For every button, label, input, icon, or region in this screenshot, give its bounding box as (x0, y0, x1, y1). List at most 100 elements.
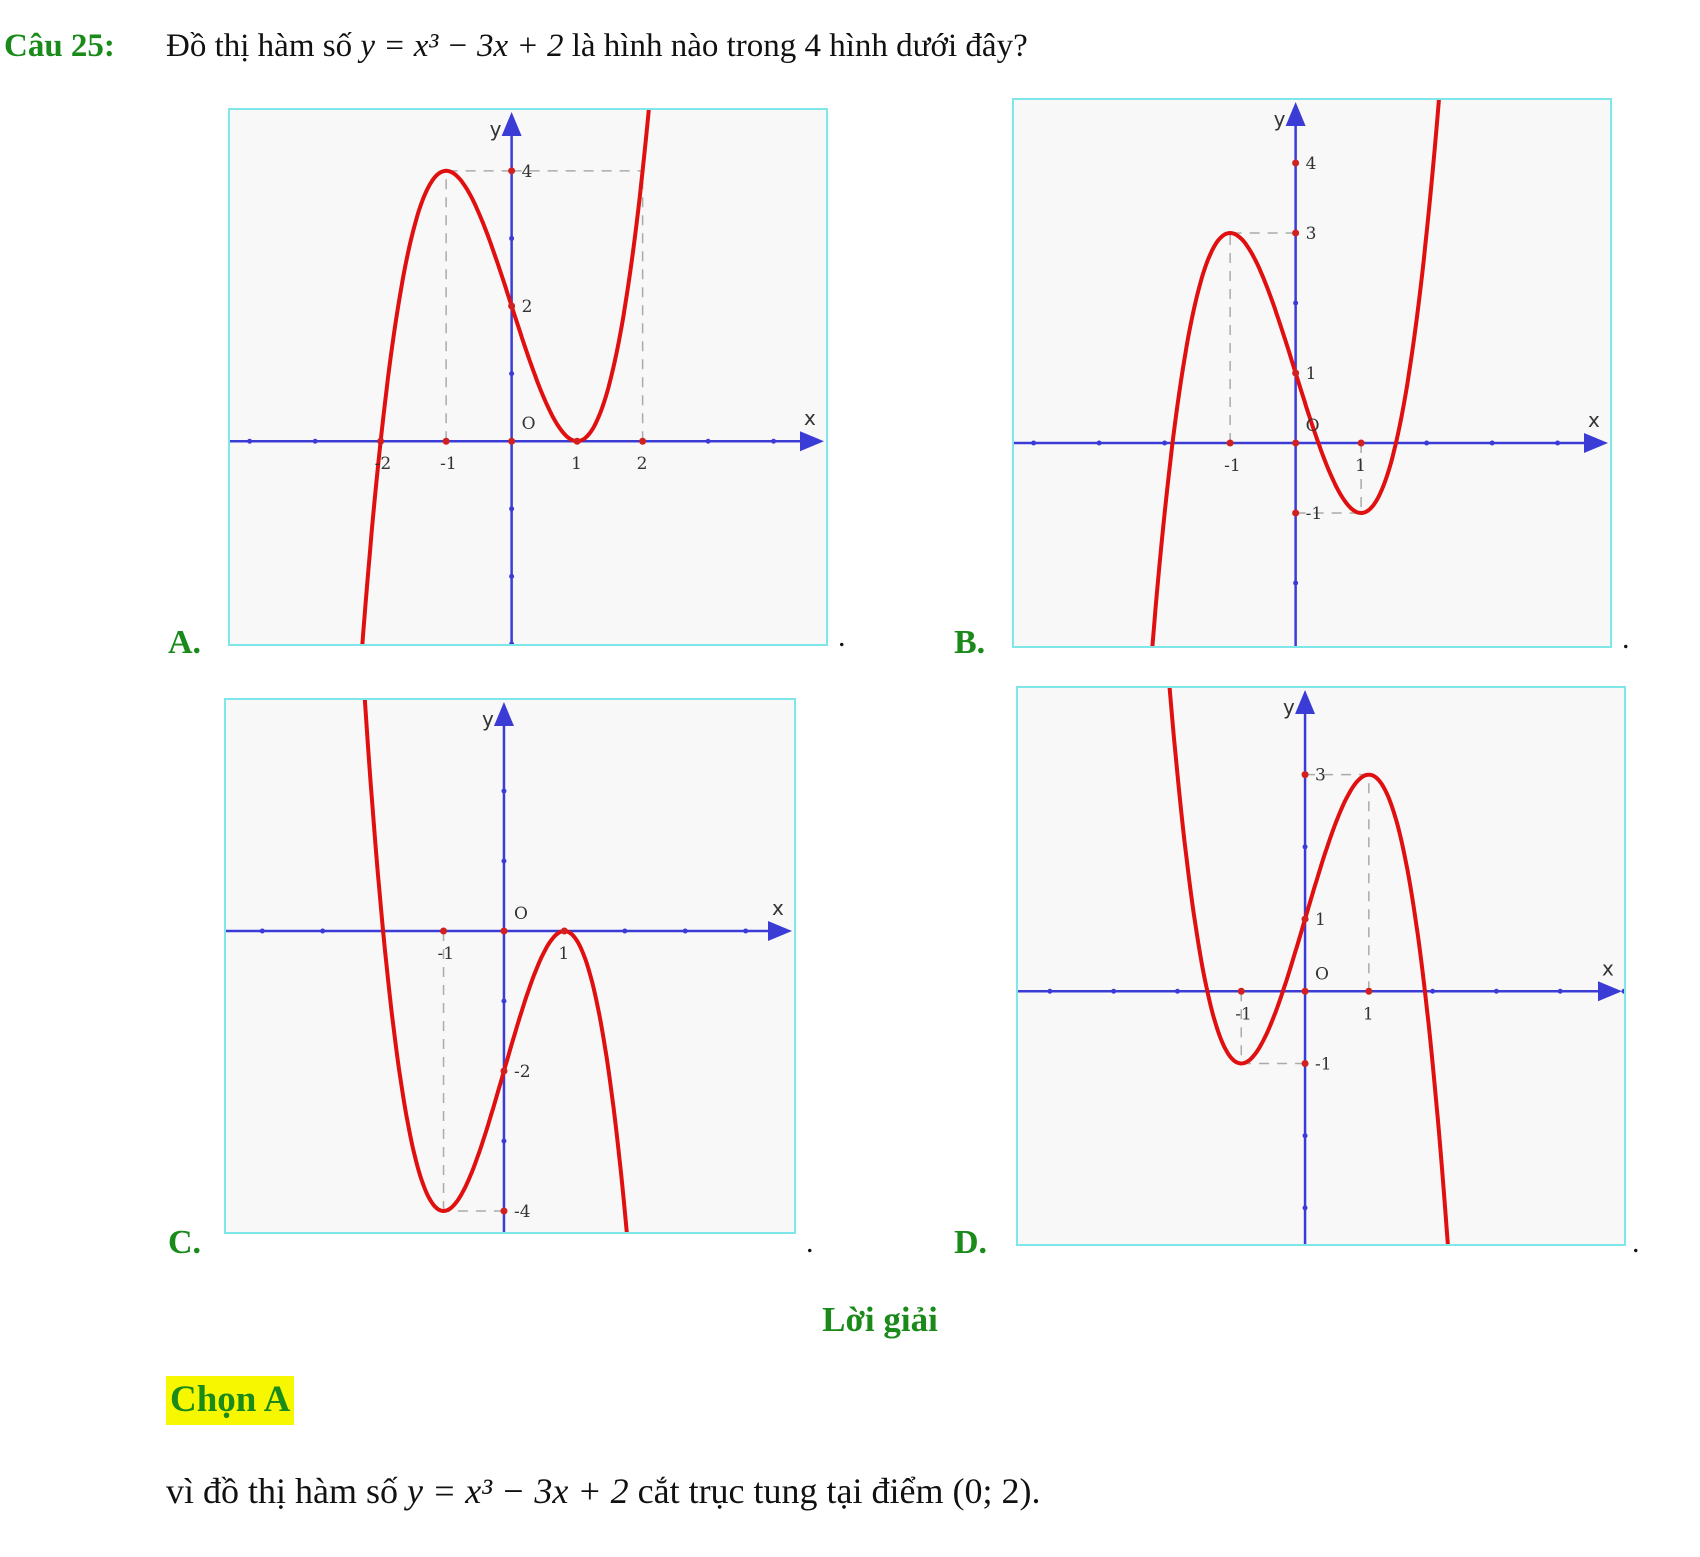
x-tick-mark (312, 438, 318, 444)
x-axis-arrow (768, 921, 792, 941)
question-text: Đồ thị hàm số y = x³ − 3x + 2 là hình nà… (166, 28, 1028, 65)
x-axis-label: x (804, 406, 816, 430)
x-axis-label: x (1602, 956, 1614, 980)
x-tick-label: 2 (637, 454, 648, 474)
y-axis-label: y (1274, 107, 1286, 131)
x-tick-mark (705, 438, 711, 444)
x-tick-mark (1174, 988, 1180, 994)
x-tick-point (1237, 987, 1245, 995)
x-tick-mark (622, 928, 628, 934)
x-tick-label: -1 (438, 944, 455, 964)
option-c-end-mark: . (806, 1226, 814, 1259)
y-tick-mark (1293, 300, 1299, 306)
y-tick-mark (509, 235, 515, 241)
y-tick-label: 1 (1306, 364, 1317, 384)
x-tick-label: 1 (1363, 1004, 1374, 1024)
y-axis-label: y (1283, 695, 1295, 719)
y-tick-label: -1 (1315, 1054, 1332, 1074)
y-tick-label: 4 (522, 162, 533, 182)
x-tick-label: -1 (440, 454, 457, 474)
option-a-label: A. (168, 624, 202, 661)
function-curve (362, 700, 629, 1232)
x-axis-label: x (772, 896, 784, 920)
origin-point (508, 437, 516, 445)
y-tick-mark (501, 858, 507, 864)
y-tick-label: 3 (1315, 766, 1326, 786)
y-tick-point (1301, 915, 1309, 923)
y-tick-label: -2 (514, 1062, 531, 1082)
x-tick-point (377, 437, 385, 445)
option-c-label: C. (168, 1224, 202, 1261)
y-tick-mark (1293, 580, 1299, 586)
function-curve (1150, 100, 1441, 646)
option-d-end-mark: . (1632, 1226, 1640, 1259)
x-tick-label: -2 (375, 454, 392, 474)
y-tick-mark (501, 1138, 507, 1144)
x-tick-point (1357, 439, 1365, 447)
option-b-end-mark: . (1622, 622, 1630, 655)
y-tick-point (1292, 229, 1300, 237)
question-text-before: Đồ thị hàm số (166, 28, 353, 64)
y-tick-point (1292, 159, 1300, 167)
y-tick-label: -4 (514, 1202, 531, 1222)
option-b-label: B. (954, 624, 986, 661)
question-text-after: là hình nào trong 4 hình dưới đây? (571, 28, 1028, 64)
y-tick-label: -1 (1306, 504, 1323, 524)
graph-svg: -2 -1 1 2 4 2 O x y (230, 110, 824, 644)
y-tick-label: 3 (1306, 224, 1317, 244)
y-tick-mark (1302, 1133, 1308, 1139)
y-tick-mark (501, 788, 507, 794)
graph-svg: -1 1 4 3 1 -1 O x y (1014, 100, 1608, 646)
x-axis-label: x (1588, 408, 1600, 432)
y-tick-point (500, 1207, 508, 1215)
x-tick-label: 1 (571, 454, 582, 474)
y-tick-mark (509, 371, 515, 377)
y-axis-arrow (493, 702, 514, 726)
y-tick-point (508, 302, 516, 310)
expl-point: (0; 2) (952, 1471, 1032, 1511)
y-tick-label: 4 (1306, 154, 1317, 174)
y-tick-mark (509, 573, 515, 579)
y-axis-arrow (1285, 102, 1306, 126)
chosen-answer: Chọn A (166, 1376, 295, 1425)
origin-point (1292, 439, 1300, 447)
origin-label: O (514, 904, 528, 924)
solution-explanation: vì đồ thị hàm số y = x³ − 3x + 2 cắt trụ… (166, 1470, 1041, 1512)
x-tick-label: 1 (558, 944, 569, 964)
x-tick-label: -1 (1224, 456, 1241, 476)
x-tick-point (1365, 987, 1373, 995)
x-tick-mark (771, 438, 777, 444)
x-tick-mark (320, 928, 326, 934)
x-tick-mark (247, 438, 253, 444)
x-tick-label: -1 (1235, 1004, 1252, 1024)
x-tick-point (560, 927, 568, 935)
x-tick-point (1226, 439, 1234, 447)
y-axis-arrow (501, 112, 522, 136)
graph-svg: -1 1 -2 -4 O x y (226, 700, 792, 1232)
y-tick-mark (1302, 1205, 1308, 1211)
x-tick-point (573, 437, 581, 445)
x-tick-point (639, 437, 647, 445)
x-axis-arrow (800, 431, 824, 452)
y-tick-point (508, 167, 516, 175)
origin-label: O (522, 414, 536, 434)
option-a-end-mark: . (838, 620, 846, 653)
function-curve (1167, 688, 1450, 1244)
x-tick-mark (1430, 988, 1436, 994)
x-tick-mark (1555, 440, 1561, 446)
y-tick-point (500, 1067, 508, 1075)
y-tick-point (1301, 771, 1309, 779)
y-axis-label: y (482, 707, 494, 731)
origin-point (1301, 987, 1309, 995)
y-tick-mark (1302, 844, 1308, 850)
x-tick-mark (259, 928, 265, 934)
x-tick-mark (1557, 988, 1563, 994)
y-axis-label: y (490, 117, 502, 141)
option-d-label: D. (954, 1224, 988, 1261)
x-tick-point (442, 437, 450, 445)
expl-end: . (1031, 1471, 1041, 1511)
x-tick-mark (1493, 988, 1499, 994)
